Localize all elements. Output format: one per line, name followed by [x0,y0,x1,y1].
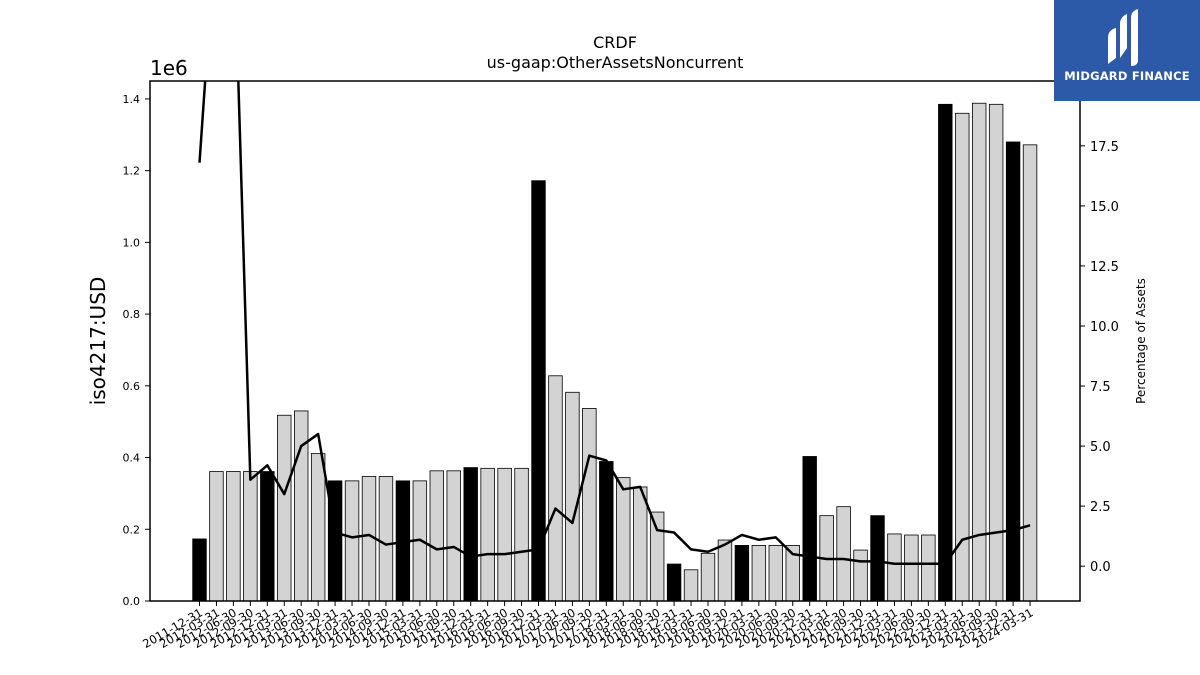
bar-2017-12-31 [599,461,614,602]
bar-2016-06-30 [497,467,512,602]
bar-2017-09-30 [582,408,597,602]
y-tick-label: 0.0 [123,595,141,608]
midgard-finance-logo: MIDGARD FINANCE [1054,0,1200,101]
bar-2019-06-30 [700,552,716,602]
bar-2020-03-31 [751,545,767,602]
y-axis-label: iso4217:USD [86,277,110,406]
bar-2022-03-31 [887,533,902,602]
y2-tick-label: 15.0 [1090,200,1119,215]
bar-2020-06-30 [768,545,784,602]
bar-2017-03-31 [548,375,563,602]
bar-2016-09-30 [514,467,529,602]
bar-2013-03-31 [277,414,292,602]
y-tick-label: 0.8 [123,308,141,321]
bar-2014-09-30 [378,476,394,602]
bar-2013-09-30 [310,453,326,602]
bar-2018-06-30 [633,486,648,602]
y-axis-right: 0.0 2.5 5.0 7.5 10.0 12.5 15.0 17.5 [1080,140,1119,575]
bar-2022-12-31 [938,103,953,602]
y-tick-label: 1.2 [123,165,141,178]
bar-2022-09-30 [921,534,936,602]
y-tick-label: 1.4 [123,93,141,106]
bar-2015-09-30 [446,470,461,602]
y2-tick-label: 17.5 [1090,140,1119,155]
bar-2018-09-30 [649,511,665,602]
bar-2018-03-31 [616,477,631,602]
bar-2012-09-30 [243,471,258,602]
bar-2016-03-31 [480,467,495,602]
bar-2019-12-31 [734,545,750,602]
bar-2013-06-30 [293,410,309,602]
y2-axis-label: Percentage of Assets [1134,278,1148,404]
bar-2023-06-30 [972,102,987,602]
percentage-line-series [198,81,1031,566]
bar-2012-06-30 [226,471,241,602]
x-axis: 2011-12-312012-03-312012-06-302012-09-30… [140,601,1036,651]
y2-tick-label: 5.0 [1090,440,1111,455]
bar-2014-03-31 [344,480,360,602]
bar-2015-06-30 [429,470,445,602]
chart-subtitle: us-gaap:OtherAssetsNoncurrent [487,53,744,72]
bar-2012-03-31 [209,471,224,602]
y2-tick-label: 2.5 [1090,500,1111,515]
bar-2017-06-30 [565,391,580,602]
midgard-logo-icon [1108,9,1138,66]
logo-text: MIDGARD FINANCE [1064,69,1190,83]
y2-tick-label: 0.0 [1090,560,1111,575]
bar-2021-12-31 [870,515,885,602]
chart-title: CRDF [593,33,637,52]
bar-2023-12-31 [1005,141,1021,602]
bar-2020-12-31 [802,456,817,602]
y-axis-left: 0.0 0.2 0.4 0.6 0.8 1.0 1.2 1.4 [123,93,150,608]
y2-tick-label: 7.5 [1090,380,1111,395]
y-offset-label: 1e6 [150,56,188,80]
bar-2015-12-31 [463,467,478,602]
y-tick-label: 1.0 [123,236,141,249]
y-tick-label: 0.2 [123,523,141,536]
bar-2011-12-31 [192,538,207,602]
y2-tick-label: 12.5 [1090,260,1119,275]
bar-2019-09-30 [717,539,733,602]
y-tick-label: 0.6 [123,380,141,393]
bar-2021-09-30 [853,549,868,602]
bar-2022-06-30 [904,534,919,602]
y2-tick-label: 10.0 [1090,320,1119,335]
bar-2019-03-31 [683,569,699,602]
bar-2021-06-30 [836,506,851,602]
y-tick-label: 0.4 [123,452,141,465]
bar-2024-03-31 [1022,144,1038,602]
plot-frame [149,80,1081,602]
bar-2018-12-31 [666,563,682,602]
bar-2012-12-31 [260,471,275,602]
bar-series [192,102,1038,602]
percentage-line [198,81,1031,566]
bar-2023-03-31 [955,112,970,602]
bar-2023-09-30 [988,103,1004,602]
